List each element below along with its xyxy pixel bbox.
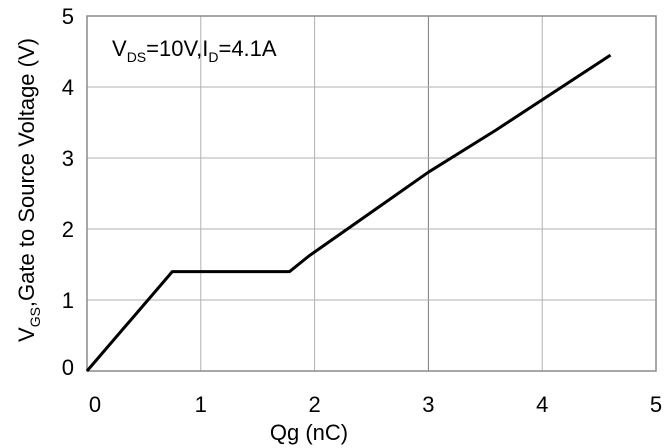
test-condition-annotation: VDS=10V,ID=4.1A bbox=[112, 36, 277, 65]
tick-labels: 0 1 2 3 4 5 0 1 2 3 4 5 bbox=[62, 4, 662, 417]
x-tick-label: 1 bbox=[195, 392, 207, 417]
y-tick-label: 3 bbox=[62, 146, 74, 171]
plot-frame bbox=[86, 15, 657, 372]
x-axis-label: Qg (nC) bbox=[270, 420, 348, 445]
x-tick-label: 3 bbox=[422, 392, 434, 417]
grid bbox=[87, 16, 656, 371]
y-axis-label: VGS,Gate to Source Voltage (V) bbox=[14, 38, 43, 342]
x-tick-label: 4 bbox=[536, 392, 548, 417]
y-tick-label: 5 bbox=[62, 4, 74, 29]
x-tick-label: 2 bbox=[308, 392, 320, 417]
gate-charge-curve bbox=[85, 53, 612, 372]
y-tick-label: 1 bbox=[62, 288, 74, 313]
x-tick-label: 5 bbox=[650, 392, 662, 417]
series-layer bbox=[85, 53, 612, 372]
y-tick-label: 0 bbox=[62, 355, 74, 380]
y-tick-label: 4 bbox=[62, 75, 74, 100]
y-tick-label: 2 bbox=[62, 217, 74, 242]
x-tick-label: 0 bbox=[89, 392, 101, 417]
